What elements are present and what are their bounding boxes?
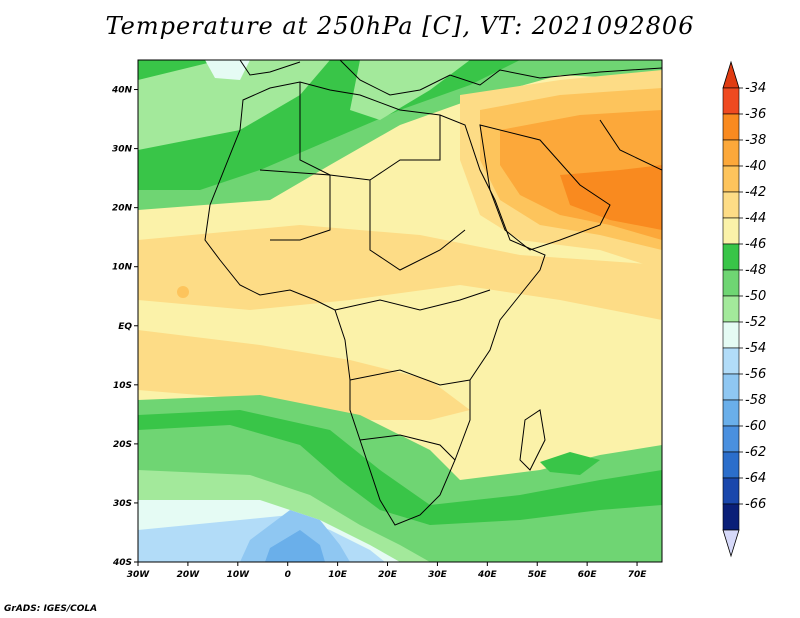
colorbar-label: -60 — [745, 419, 766, 434]
colorbar-swatch — [722, 165, 740, 193]
colorbar-label: -36 — [745, 107, 766, 122]
y-tick-label: 20N — [112, 204, 133, 214]
colorbar-swatch — [722, 269, 740, 297]
y-tick-label: 30S — [113, 499, 132, 509]
colorbar-swatch — [722, 295, 740, 323]
x-tick-label: 50E — [528, 570, 548, 580]
colorbar-label: -66 — [745, 497, 766, 512]
y-tick-label: 10N — [112, 263, 133, 273]
x-tick-label: 40E — [477, 570, 498, 580]
colorbar-label: -38 — [745, 133, 766, 148]
colorbar-swatch — [722, 477, 740, 505]
y-tick-label: 30N — [112, 145, 133, 155]
colorbar-label: -46 — [745, 237, 766, 252]
colorbar-label: -40 — [745, 159, 766, 174]
y-tick-label: EQ — [118, 322, 132, 332]
colorbar: -34 -36 -38 -40 -42 -44 -46 -48 -50 -52 -54 -56 -58 -… — [722, 60, 766, 558]
colorbar-swatch — [722, 87, 740, 115]
x-tick-label: 20W — [177, 570, 201, 580]
colorbar-top-arrow — [722, 60, 740, 89]
x-tick-label: 0 — [285, 570, 291, 580]
footer-credit: GrADS: IGES/COLA — [4, 604, 98, 614]
colorbar-swatch — [722, 191, 740, 219]
colorbar-label: -42 — [745, 185, 766, 200]
x-tick-label: 10E — [328, 570, 348, 580]
colorbar-swatch — [722, 217, 740, 245]
x-tick-label: 60E — [578, 570, 598, 580]
x-tick-label: 30W — [127, 570, 151, 580]
colorbar-swatch — [722, 399, 740, 427]
colorbar-bottom-arrow — [722, 529, 740, 558]
colorbar-swatch — [722, 503, 740, 531]
x-tick-label: 10W — [227, 570, 251, 580]
colorbar-label: -52 — [745, 315, 766, 330]
colorbar-swatch — [722, 347, 740, 375]
colorbar-label: -44 — [745, 211, 766, 226]
x-tick-label: 70E — [628, 570, 648, 580]
colorbar-label: -56 — [745, 367, 766, 382]
colorbar-swatch — [722, 321, 740, 349]
colorbar-label: -50 — [745, 289, 766, 304]
colorbar-label: -54 — [745, 341, 766, 356]
y-tick-label: 20S — [113, 440, 132, 450]
page-title: Temperature at 250hPa [C], VT: 202109280… — [105, 12, 695, 40]
colorbar-swatch — [722, 373, 740, 401]
colorbar-label: -62 — [745, 445, 766, 460]
colorbar-label: -34 — [745, 81, 766, 96]
x-axis: 30W 20W 10W 0 10E 20E 30E 40E 50E 60E 70E — [127, 562, 647, 580]
map-frame — [137, 59, 663, 563]
x-tick-label: 30E — [428, 570, 448, 580]
temperature-field — [138, 60, 662, 562]
colorbar-label: -48 — [745, 263, 766, 278]
colorbar-swatch — [722, 451, 740, 479]
colorbar-swatch — [722, 425, 740, 453]
y-tick-label: 40N — [111, 86, 133, 96]
y-tick-label: 40S — [112, 558, 132, 568]
colorbar-swatch — [722, 243, 740, 271]
colorbar-label: -64 — [745, 471, 766, 486]
colorbar-swatch — [722, 139, 740, 167]
coastlines — [204, 60, 662, 526]
colorbar-label: -58 — [745, 393, 766, 408]
y-axis: 40S 30S 20S 10S EQ 10N 20N 30N 40N — [111, 86, 138, 568]
x-tick-label: 20E — [378, 570, 398, 580]
colorbar-swatch — [722, 113, 740, 141]
y-tick-label: 10S — [113, 381, 132, 391]
